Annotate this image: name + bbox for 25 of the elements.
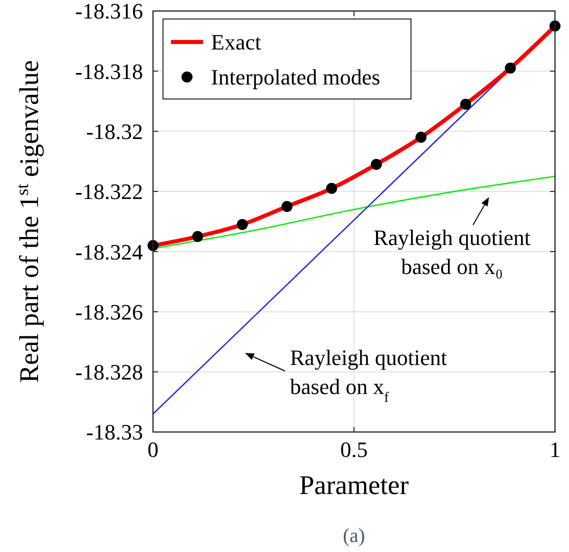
y-tick-label: -18.328 <box>75 360 143 385</box>
point <box>504 62 516 74</box>
point <box>416 132 427 143</box>
y-tick-label: -18.316 <box>75 0 143 24</box>
x-tick-label: 0 <box>148 437 158 462</box>
y-tick-label: -18.322 <box>75 179 143 204</box>
point <box>326 182 338 194</box>
point <box>370 158 382 170</box>
y-tick-label: -18.326 <box>75 299 143 324</box>
x-tick-label: 0.5 <box>340 437 368 462</box>
x-axis-title: Parameter <box>299 470 409 500</box>
point <box>281 200 292 212</box>
annotation: Rayleigh quotient based on x₀ <box>373 225 531 279</box>
legend-label: Exact <box>211 30 262 55</box>
y-tick-label: -18.324 <box>75 239 143 264</box>
y-tick-label: -18.32 <box>86 118 143 144</box>
annotation: Rayleigh quotient based on x$_{f}$ <box>290 345 448 406</box>
point <box>236 219 248 230</box>
text: (a) <box>342 525 366 547</box>
legend-label: Interpolated modes <box>211 64 380 90</box>
point <box>460 98 472 110</box>
y-tick-label: -18.318 <box>75 58 143 84</box>
x-tick-label: 1 <box>550 437 560 462</box>
point <box>192 231 204 242</box>
y-tick-label: -18.33 <box>86 420 143 445</box>
